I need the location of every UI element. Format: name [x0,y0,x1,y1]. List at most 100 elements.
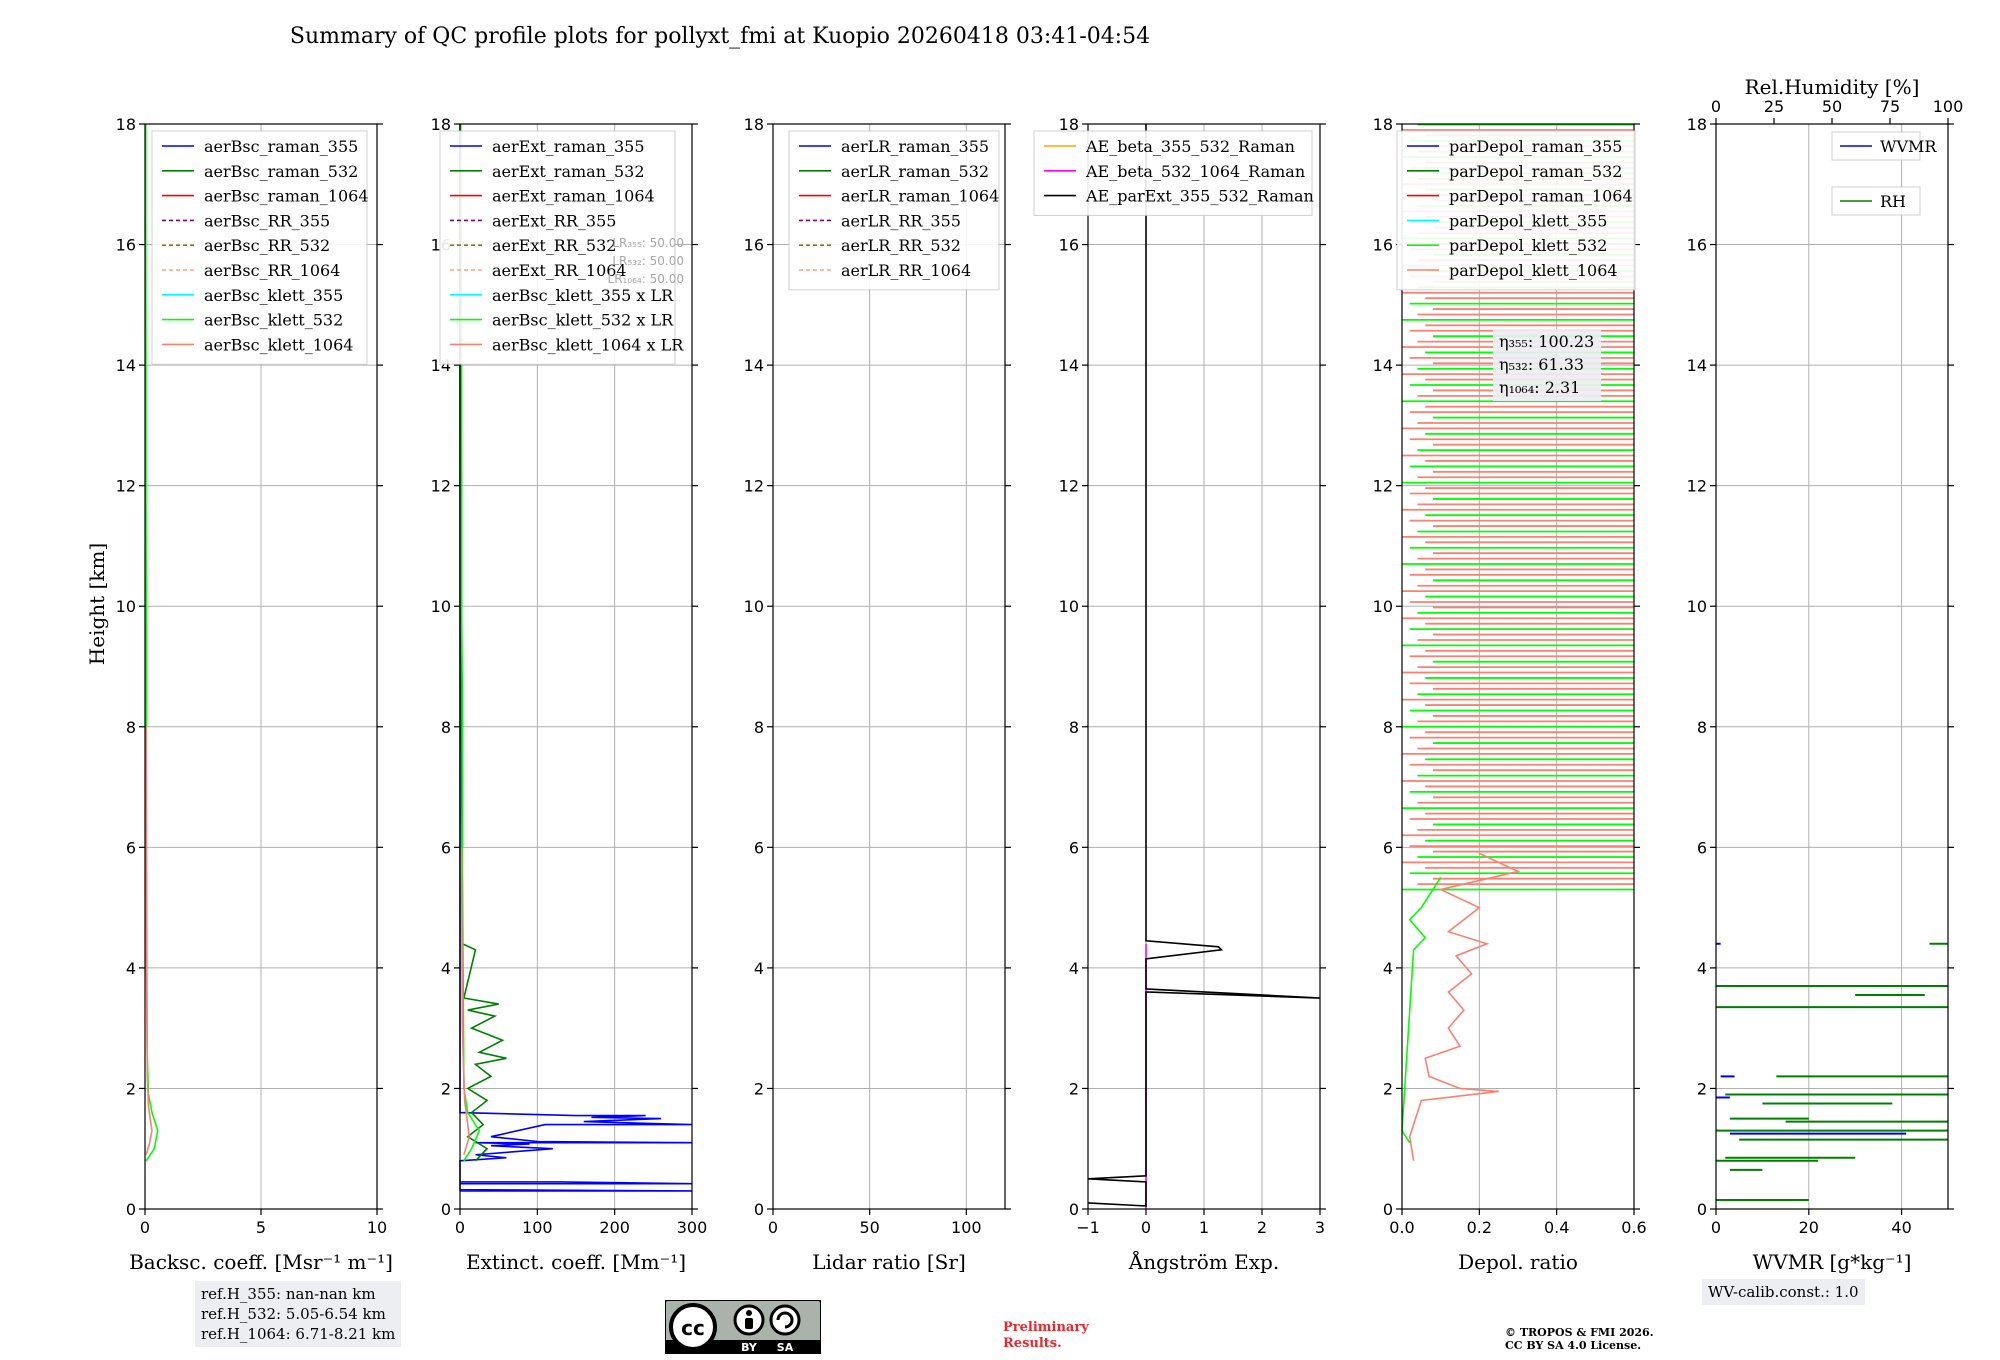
legend-label-aerbsc-rr-532: aerBsc_RR_532 [204,236,330,255]
x-tick-label: 0.6 [1621,1218,1646,1237]
legend-label-aerbsc-klett-355-x-lr: aerBsc_klett_355 x LR [492,286,674,305]
legend-label-rh: RH [1880,192,1906,211]
legend-label-aerbsc-rr-1064: aerBsc_RR_1064 [204,261,340,280]
ref-h-355: ref.H_355: nan-nan km [201,1285,376,1303]
y-tick-label: 2 [754,1079,764,1098]
x-tick-label: 3 [1315,1218,1325,1237]
legend-label-aerext-rr-1064: aerExt_RR_1064 [492,261,627,280]
y-tick-label: 16 [1059,236,1079,255]
y-tick-label: 4 [1069,959,1079,978]
legend-label-aerbsc-raman-1064: aerBsc_raman_1064 [204,187,369,206]
legend-box [439,130,676,365]
panel-bsc: 0 2 4 6 8 10 12 14 16 18 0 5 10 Backsc. coeff. [Msr⁻¹… [116,115,393,1274]
legend-label-aerbsc-klett-1064-x-lr: aerBsc_klett_1064 x LR [492,335,684,354]
y-tick-label: 2 [1069,1079,1079,1098]
plot-frame-depol [1401,123,1635,1210]
y-tick-label: 0 [1697,1200,1707,1219]
series-aerext-raman-355 [459,124,693,1192]
legend-label-aerext-raman-532: aerExt_raman_532 [492,162,645,181]
legend-box [1033,130,1313,216]
x-tick-label: 20 [1799,1218,1819,1237]
plot-frame-ext [459,123,693,1210]
y-tick-label: 14 [1687,356,1707,375]
y-tick-label: 6 [754,838,764,857]
plot-frame-wv [1715,123,1949,1210]
preliminary-line-2: Results. [1003,1336,1062,1351]
legend-label-aerbsc-klett-355: aerBsc_klett_355 [204,286,343,305]
y-tick-label: 12 [116,477,136,496]
copyright-note: © TROPOS & FMI 2026. CC BY SA 4.0 Licens… [1505,1326,1654,1352]
y-tick-label: 8 [1069,718,1079,737]
x-tick-label: 10 [367,1218,387,1237]
series-aerbsc-klett-1064 [145,726,153,1155]
preliminary-results-note: Preliminary Results. [1003,1320,1089,1352]
copyright-line-1: © TROPOS & FMI 2026. [1505,1326,1654,1339]
top-x-tick-label: 0 [1711,97,1721,116]
x-axis-label-depol: Depol. ratio [1458,1250,1578,1274]
y-tick-label: 10 [1687,597,1707,616]
y-tick-label: 8 [126,718,136,737]
lr-label: LR₁₀₆₄: 50.00 [608,272,684,286]
y-tick-label: 12 [1373,477,1393,496]
legend-label-aerbsc-klett-532-x-lr: aerBsc_klett_532 x LR [492,311,674,330]
legend-label-aerbsc-rr-355: aerBsc_RR_355 [204,211,330,230]
by-label: BY [741,1341,758,1354]
legend-label-aerlr-raman-532: aerLR_raman_532 [841,162,989,181]
y-tick-label: 8 [1383,718,1393,737]
y-tick-label: 12 [431,477,451,496]
legend-label-pardepol-raman-1064: parDepol_raman_1064 [1449,187,1633,206]
legend-label-aerlr-rr-532: aerLR_RR_532 [841,236,961,255]
y-tick-label: 10 [431,597,451,616]
y-tick-label: 16 [1687,236,1707,255]
eta-label: η₃₅₅: 100.23 [1499,332,1594,351]
y-tick-label: 6 [126,838,136,857]
x-tick-label: 1 [1199,1218,1209,1237]
x-tick-label: 300 [677,1218,708,1237]
legend-label-aerext-raman-355: aerExt_raman_355 [492,137,645,156]
y-tick-label: 4 [126,959,136,978]
legend-label-pardepol-raman-532: parDepol_raman_532 [1449,162,1622,181]
x-axis-label-lr: Lidar ratio [Sr] [812,1250,966,1274]
y-tick-label: 10 [1059,597,1079,616]
eta-label: η₅₃₂: 61.33 [1499,355,1584,374]
x-axis-label-ext: Extinct. coeff. [Mm⁻¹] [466,1250,686,1274]
x-tick-label: 100 [951,1218,982,1237]
top-x-tick-label: 25 [1764,97,1784,116]
y-tick-label: 6 [441,838,451,857]
eta-label: η₁₀₆₄: 2.31 [1499,378,1580,397]
y-tick-label: 0 [1383,1200,1393,1219]
legend-label-aerbsc-raman-355: aerBsc_raman_355 [204,137,358,156]
ref-height-box: ref.H_355: nan-nan km ref.H_532: 5.05-6.… [195,1281,402,1347]
x-tick-label: 0.2 [1467,1218,1492,1237]
y-tick-label: 16 [1373,236,1393,255]
y-tick-label: 18 [1687,115,1707,134]
series-pardepol-klett-1064 [1408,852,1521,1161]
legend-label-aerlr-raman-1064: aerLR_raman_1064 [841,187,999,206]
plot-frame-lr [772,123,1006,1210]
y-tick-label: 14 [1059,356,1079,375]
preliminary-line-1: Preliminary [1003,1320,1089,1335]
top-axis-label-rh: Rel.Humidity [%] [1745,75,1920,99]
y-tick-label: 2 [1383,1079,1393,1098]
eta-box [1493,329,1601,401]
y-tick-label: 0 [754,1200,764,1219]
series-aerbsc-klett-1064-x-lr [460,847,471,1155]
legend-label-pardepol-klett-1064: parDepol_klett_1064 [1449,261,1618,280]
sa-label: SA [777,1341,794,1354]
y-tick-label: 12 [1059,477,1079,496]
y-tick-label: 18 [431,115,451,134]
y-tick-label: 0 [441,1200,451,1219]
x-axis-label-ae: Ångström Exp. [1128,1249,1279,1274]
legend-label-wvmr: WVMR [1880,137,1937,156]
y-tick-label: 6 [1069,838,1079,857]
y-tick-label: 8 [441,718,451,737]
x-tick-label: 0 [455,1218,465,1237]
y-tick-label: 0 [126,1200,136,1219]
legend-label-aerext-rr-532: aerExt_RR_532 [492,236,616,255]
legend-label-aerext-raman-1064: aerExt_raman_1064 [492,187,655,206]
x-tick-label: 50 [859,1218,879,1237]
legend-label-aerlr-rr-355: aerLR_RR_355 [841,211,961,230]
ref-h-1064: ref.H_1064: 6.71-8.21 km [201,1325,396,1343]
legend-label-ae-beta-355-532-raman: AE_beta_355_532_Raman [1085,137,1295,156]
